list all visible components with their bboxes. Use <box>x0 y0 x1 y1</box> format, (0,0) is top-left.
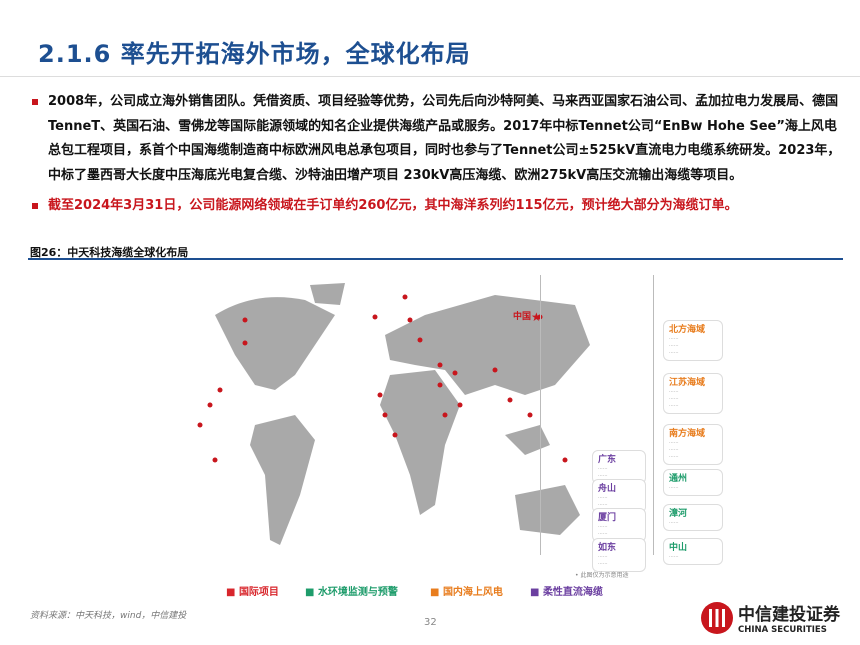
card-north-sea: 北方海域 ······ ······ ······ <box>663 320 723 361</box>
card-rudong: 如东 ······ ······ <box>592 538 646 572</box>
card-guangdong: 广东 ······ ······ <box>592 450 646 484</box>
bullet-item-highlight: 截至2024年3月31日，公司能源网络领域在手订单约260亿元，其中海洋系列约1… <box>30 194 845 219</box>
project-markers <box>197 294 568 463</box>
bullet-icon <box>32 203 38 209</box>
card-south-sea: 南方海域 ······ ······ ······ <box>663 424 723 465</box>
logo-emblem-icon <box>701 601 733 634</box>
card-zhanghe: 漳河 ······ <box>663 504 723 531</box>
caption-divider <box>28 258 843 260</box>
bullet-text: 截至2024年3月31日，公司能源网络领域在手订单约260亿元，其中海洋系列约1… <box>48 198 738 213</box>
connector-line <box>653 275 654 555</box>
bullet-text: 2008年，公司成立海外销售团队。凭借资质、项目经验等优势，公司先后向沙特阿美、… <box>48 94 841 183</box>
world-map: 中国 ★ <box>197 283 590 545</box>
bullet-list: 2008年，公司成立海外销售团队。凭借资质、项目经验等优势，公司先后向沙特阿美、… <box>30 90 845 219</box>
bullet-icon <box>32 99 38 105</box>
legend-international: ■ 国际项目 <box>226 587 279 598</box>
china-label: 中国 <box>513 310 531 322</box>
bullet-item: 2008年，公司成立海外销售团队。凭借资质、项目经验等优势，公司先后向沙特阿美、… <box>30 90 845 188</box>
figure-caption: 图26：中天科技海缆全球化布局 <box>30 246 189 259</box>
legend-water-monitoring: ■ 水环境监测与预警 <box>305 587 398 598</box>
connector-line <box>540 275 541 555</box>
card-jiangsu: 江苏海域 ······ ······ ······ <box>663 373 723 414</box>
page-title: 2.1.6 率先开拓海外市场，全球化布局 <box>38 40 471 68</box>
card-xiamen: 厦门 ······ ······ <box>592 508 646 542</box>
source-note: 资料来源：中天科技，wind，中信建投 <box>30 611 187 621</box>
divider <box>0 76 860 77</box>
star-icon: ★ <box>531 310 542 324</box>
page-number: 32 <box>424 617 437 628</box>
company-logo: 中信建投证券 CHINA SECURITIES <box>700 600 840 635</box>
map-note: • 此图仅为示意用途 <box>575 572 629 579</box>
legend-flexible-dc: ■ 柔性直流海缆 <box>530 587 603 598</box>
legend-offshore-wind: ■ 国内海上风电 <box>430 587 503 598</box>
card-tongzhou: 通州 ······ <box>663 469 723 496</box>
card-zhongshan: 中山 ······ <box>663 538 723 565</box>
